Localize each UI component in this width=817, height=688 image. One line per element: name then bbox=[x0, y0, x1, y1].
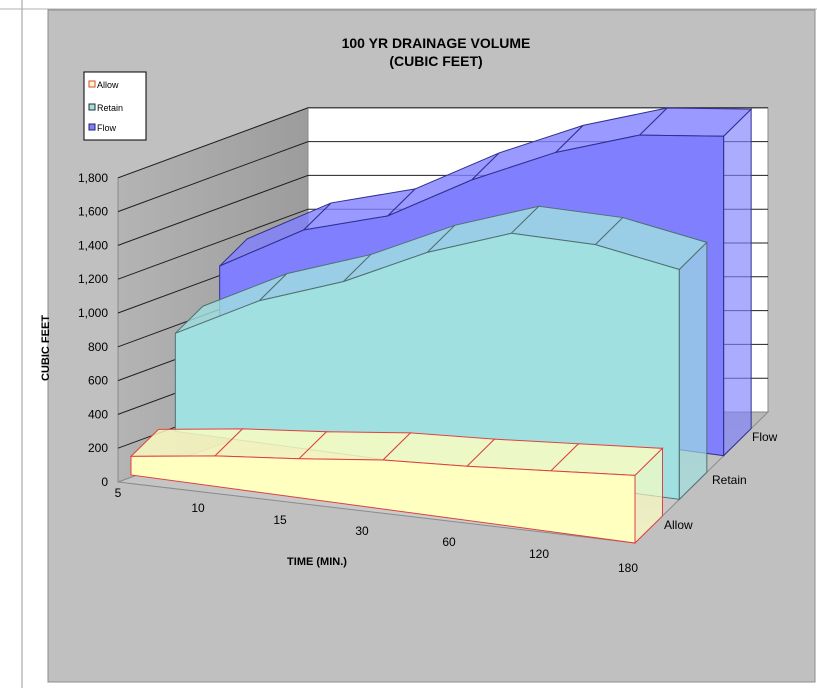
x-tick-label: 5 bbox=[115, 486, 122, 500]
area-side-face bbox=[723, 107, 752, 457]
legend-swatch-allow bbox=[88, 80, 96, 88]
y-axis-title: CUBIC FEET bbox=[40, 315, 52, 381]
gridline bbox=[117, 107, 768, 179]
y-tick-label: 400 bbox=[88, 407, 108, 421]
x-tick-label: 180 bbox=[618, 561, 638, 575]
legend: Allow Retain Flow bbox=[83, 71, 147, 141]
x-tick-label: 10 bbox=[191, 501, 205, 515]
area-front-face bbox=[130, 455, 636, 544]
y-tick-label: 800 bbox=[88, 340, 108, 354]
legend-swatch-retain bbox=[88, 103, 96, 111]
z-tick-label: Retain bbox=[712, 473, 747, 487]
y-tick-label: 1,800 bbox=[78, 171, 108, 185]
x-axis: 5 10 15 30 60 120 180 bbox=[115, 486, 639, 575]
y-tick-label: 1,400 bbox=[78, 238, 108, 252]
legend-label-allow: Allow bbox=[97, 80, 119, 90]
legend-label-flow: Flow bbox=[97, 123, 117, 133]
chart-title-line2: (CUBIC FEET) bbox=[389, 53, 482, 69]
y-tick-label: 1,600 bbox=[78, 205, 108, 219]
z-tick-label: Flow bbox=[752, 430, 778, 444]
chart-title-line1: 100 YR DRAINAGE VOLUME bbox=[342, 35, 531, 51]
y-tick-label: 1,000 bbox=[78, 306, 108, 320]
legend-label-retain: Retain bbox=[97, 103, 123, 113]
y-tick-label: 600 bbox=[88, 374, 108, 388]
x-tick-label: 15 bbox=[273, 513, 287, 527]
x-tick-label: 30 bbox=[355, 524, 369, 538]
x-axis-title: TIME (MIN.) bbox=[287, 556, 347, 568]
y-tick-label: 1,200 bbox=[78, 272, 108, 286]
x-tick-label: 120 bbox=[529, 547, 549, 561]
z-tick-label: Allow bbox=[664, 518, 693, 532]
y-tick-label: 200 bbox=[88, 441, 108, 455]
x-tick-label: 60 bbox=[442, 535, 456, 549]
y-tick-label: 0 bbox=[101, 475, 108, 489]
legend-swatch-flow bbox=[88, 123, 96, 131]
area-side-face bbox=[634, 447, 663, 545]
y-axis: 0 200 400 600 800 1,000 1,200 1,400 1,600 1,800 bbox=[78, 171, 108, 489]
series-layer bbox=[129, 107, 753, 545]
z-axis: Allow Retain Flow bbox=[664, 430, 778, 532]
area-side-face bbox=[678, 241, 708, 501]
series-allow bbox=[129, 428, 664, 545]
